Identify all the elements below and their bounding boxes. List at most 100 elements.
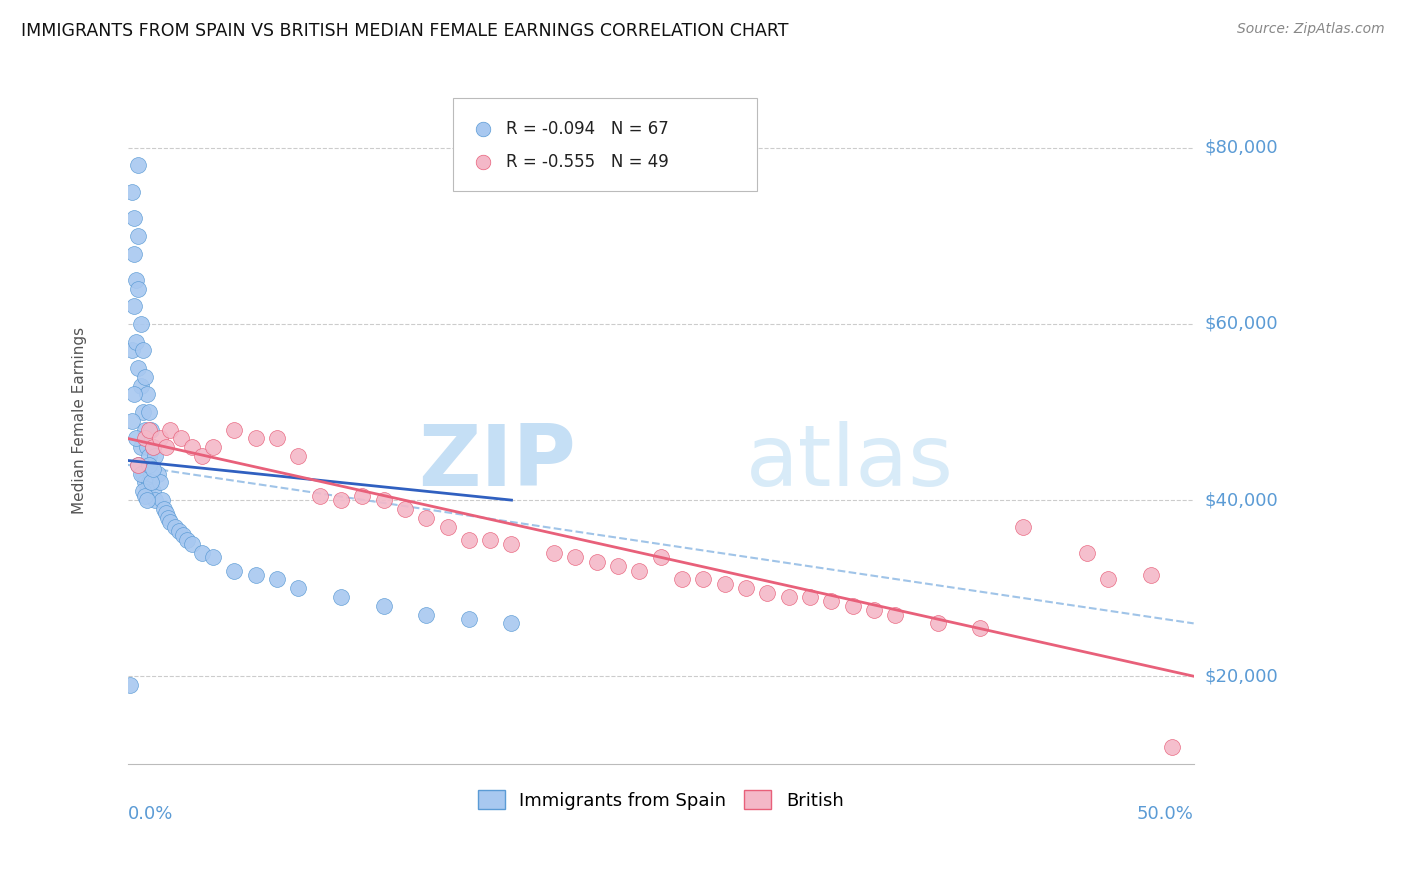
Point	[136, 440, 159, 454]
Point	[884, 607, 907, 622]
Point	[415, 510, 437, 524]
Point	[479, 533, 502, 547]
Point	[125, 432, 148, 446]
Point	[159, 423, 181, 437]
Point	[157, 510, 180, 524]
Point	[820, 594, 842, 608]
Point	[927, 616, 949, 631]
Point	[142, 484, 165, 499]
Point	[155, 506, 177, 520]
Point	[287, 449, 309, 463]
Point	[373, 493, 395, 508]
Point	[202, 550, 225, 565]
Point	[125, 273, 148, 287]
Point	[142, 440, 165, 454]
Point	[1076, 546, 1098, 560]
Point	[713, 576, 735, 591]
Point	[308, 489, 330, 503]
Point	[180, 440, 202, 454]
Point	[245, 568, 267, 582]
Point	[142, 440, 165, 454]
Point	[138, 475, 160, 490]
Point	[191, 449, 214, 463]
Point	[266, 432, 288, 446]
Point	[176, 533, 198, 547]
Point	[827, 846, 849, 860]
Point	[134, 475, 156, 490]
Text: $20,000: $20,000	[1205, 667, 1278, 685]
Point	[163, 519, 186, 533]
Point	[142, 462, 165, 476]
Point	[457, 612, 479, 626]
Point	[122, 387, 145, 401]
Point	[131, 405, 153, 419]
Point	[287, 581, 309, 595]
Point	[799, 590, 821, 604]
Text: $60,000: $60,000	[1205, 315, 1278, 333]
Point	[1140, 568, 1163, 582]
Point	[671, 572, 693, 586]
Point	[1012, 519, 1035, 533]
Text: IMMIGRANTS FROM SPAIN VS BRITISH MEDIAN FEMALE EARNINGS CORRELATION CHART: IMMIGRANTS FROM SPAIN VS BRITISH MEDIAN …	[21, 22, 789, 40]
Text: ZIP: ZIP	[418, 420, 575, 504]
Point	[436, 519, 458, 533]
Text: Median Female Earnings: Median Female Earnings	[72, 327, 87, 515]
Point	[134, 489, 156, 503]
Point	[224, 423, 246, 437]
Point	[172, 528, 194, 542]
Point	[224, 564, 246, 578]
Point	[692, 572, 714, 586]
Point	[129, 378, 152, 392]
Point	[131, 484, 153, 499]
Point	[138, 423, 160, 437]
Point	[501, 537, 523, 551]
Point	[134, 369, 156, 384]
Point	[141, 475, 163, 490]
Point	[329, 493, 352, 508]
Point	[650, 550, 672, 565]
Point	[245, 432, 267, 446]
Text: $40,000: $40,000	[1205, 491, 1278, 509]
Point	[127, 159, 149, 173]
FancyBboxPatch shape	[453, 98, 756, 191]
Point	[145, 449, 167, 463]
Point	[122, 246, 145, 260]
Text: 50.0%: 50.0%	[1137, 805, 1194, 823]
Point	[352, 489, 374, 503]
Point	[827, 846, 849, 860]
Point	[131, 343, 153, 358]
Point	[628, 564, 651, 578]
Point	[155, 440, 177, 454]
Point	[121, 185, 143, 199]
Text: R = -0.555   N = 49: R = -0.555 N = 49	[506, 153, 669, 170]
Point	[329, 590, 352, 604]
Point	[180, 537, 202, 551]
Point	[969, 621, 991, 635]
Legend: Immigrants from Spain, British: Immigrants from Spain, British	[471, 783, 851, 817]
Point	[127, 458, 149, 472]
Point	[145, 493, 167, 508]
Point	[129, 317, 152, 331]
Point	[191, 546, 214, 560]
Point	[122, 211, 145, 226]
Point	[1161, 739, 1184, 754]
Text: atlas: atlas	[747, 420, 955, 504]
Point	[373, 599, 395, 613]
Point	[607, 559, 630, 574]
Point	[394, 502, 416, 516]
Text: 0.0%: 0.0%	[128, 805, 173, 823]
Point	[127, 229, 149, 244]
Point	[167, 524, 190, 538]
Point	[564, 550, 586, 565]
Point	[266, 572, 288, 586]
Point	[159, 515, 181, 529]
Point	[202, 440, 225, 454]
Point	[134, 432, 156, 446]
Point	[170, 432, 193, 446]
Point	[841, 599, 863, 613]
Point	[118, 678, 141, 692]
Point	[150, 493, 173, 508]
Point	[141, 423, 163, 437]
Point	[149, 432, 172, 446]
Point	[131, 467, 153, 481]
